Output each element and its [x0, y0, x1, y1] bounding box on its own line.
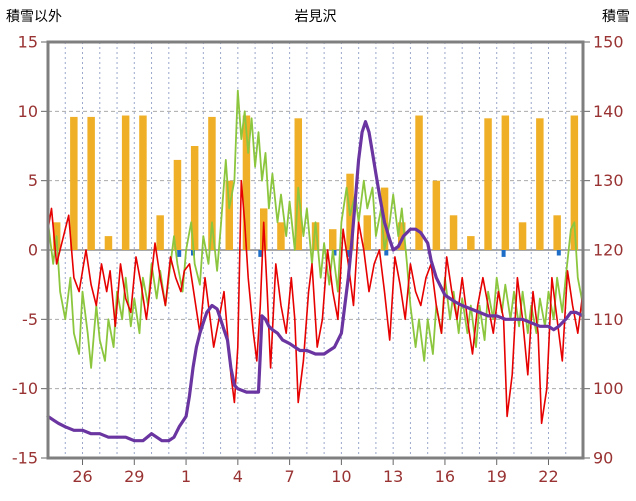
svg-text:140: 140 — [593, 102, 624, 121]
svg-text:26: 26 — [72, 467, 92, 486]
series-red-line — [47, 179, 584, 425]
svg-text:29: 29 — [124, 467, 144, 486]
svg-text:4: 4 — [233, 467, 243, 486]
tick-marks — [41, 41, 590, 465]
svg-text:10: 10 — [331, 467, 351, 486]
chart-title: 岩見沢 — [294, 9, 337, 25]
svg-text:110: 110 — [593, 310, 624, 329]
svg-text:7: 7 — [285, 467, 295, 486]
svg-text:0: 0 — [28, 241, 38, 260]
svg-text:90: 90 — [593, 449, 613, 468]
svg-text:1: 1 — [181, 467, 191, 486]
svg-text:-15: -15 — [12, 449, 38, 468]
svg-text:5: 5 — [28, 171, 38, 190]
plot-frame — [46, 40, 585, 460]
series-snow-depth-line — [46, 120, 585, 443]
svg-text:-10: -10 — [12, 379, 38, 398]
x-axis-labels: 26 29 1 4 7 10 13 16 19 22 — [72, 467, 558, 486]
left-axis-title: 積雪以外 — [6, 9, 62, 25]
svg-text:-5: -5 — [22, 310, 38, 329]
right-axis-title: 積雪 — [602, 9, 630, 25]
svg-text:16: 16 — [435, 467, 455, 486]
svg-text:130: 130 — [593, 171, 624, 190]
left-axis-labels: 15 10 5 0 -5 -10 -15 — [12, 33, 38, 468]
svg-text:10: 10 — [18, 102, 38, 121]
svg-text:120: 120 — [593, 241, 624, 260]
svg-text:100: 100 — [593, 379, 624, 398]
svg-text:13: 13 — [383, 467, 403, 486]
right-axis-labels: 150 140 130 120 110 100 90 — [593, 33, 624, 468]
svg-text:15: 15 — [18, 33, 38, 52]
svg-text:150: 150 — [593, 33, 624, 52]
svg-text:22: 22 — [538, 467, 558, 486]
svg-text:19: 19 — [487, 467, 507, 486]
